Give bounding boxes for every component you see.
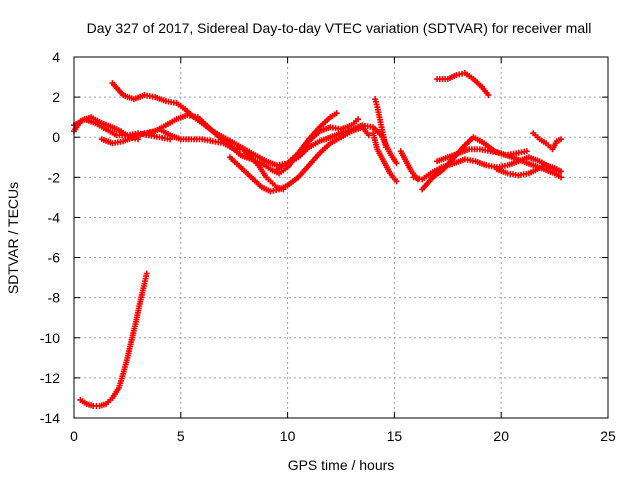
data-point xyxy=(558,136,565,143)
series-arc-5 xyxy=(145,126,287,193)
y-tick-label: -12 xyxy=(40,370,60,386)
y-tick-label: 2 xyxy=(52,89,60,105)
y-tick-label: -8 xyxy=(48,290,61,306)
y-tick-label: -10 xyxy=(40,330,60,346)
y-tick-label: -6 xyxy=(48,250,61,266)
data-point xyxy=(485,92,492,99)
data-point xyxy=(558,174,565,181)
y-tick-label: -14 xyxy=(40,410,60,426)
data-point xyxy=(355,116,362,123)
chart-title: Day 327 of 2017, Sidereal Day-to-day VTE… xyxy=(87,20,592,36)
data-point xyxy=(558,168,565,175)
data-point xyxy=(523,148,530,155)
series-arc-14 xyxy=(493,162,565,179)
data-point xyxy=(382,144,389,151)
y-tick-label: -4 xyxy=(48,209,61,225)
x-tick-label: 10 xyxy=(280,428,296,444)
plot-frame xyxy=(73,56,609,419)
data-point xyxy=(143,270,150,277)
data-point xyxy=(393,160,400,167)
x-axis-label: GPS time / hours xyxy=(288,457,395,473)
series-arc-9 xyxy=(372,96,389,151)
x-tick-label: 0 xyxy=(70,428,78,444)
data-point xyxy=(333,110,340,117)
y-tick-label: -2 xyxy=(48,169,61,185)
series-arc-6 xyxy=(226,124,372,195)
data-marks xyxy=(71,70,565,409)
y-axis-label: SDTVAR / TECUs xyxy=(5,182,21,294)
series-arc-8 xyxy=(370,130,400,185)
x-tick-label: 5 xyxy=(177,428,185,444)
series-arc-17 xyxy=(77,270,150,409)
series-arc-16 xyxy=(434,70,492,99)
x-tick-label: 15 xyxy=(387,428,403,444)
data-point xyxy=(393,178,400,185)
series-arc-2 xyxy=(71,116,174,143)
x-tick-label: 20 xyxy=(493,428,509,444)
x-tick-label: 25 xyxy=(600,428,616,444)
series-arc-15 xyxy=(530,130,565,153)
y-tick-label: 4 xyxy=(52,49,60,65)
series-arc-4 xyxy=(109,80,340,169)
y-tick-label: 0 xyxy=(52,129,60,145)
